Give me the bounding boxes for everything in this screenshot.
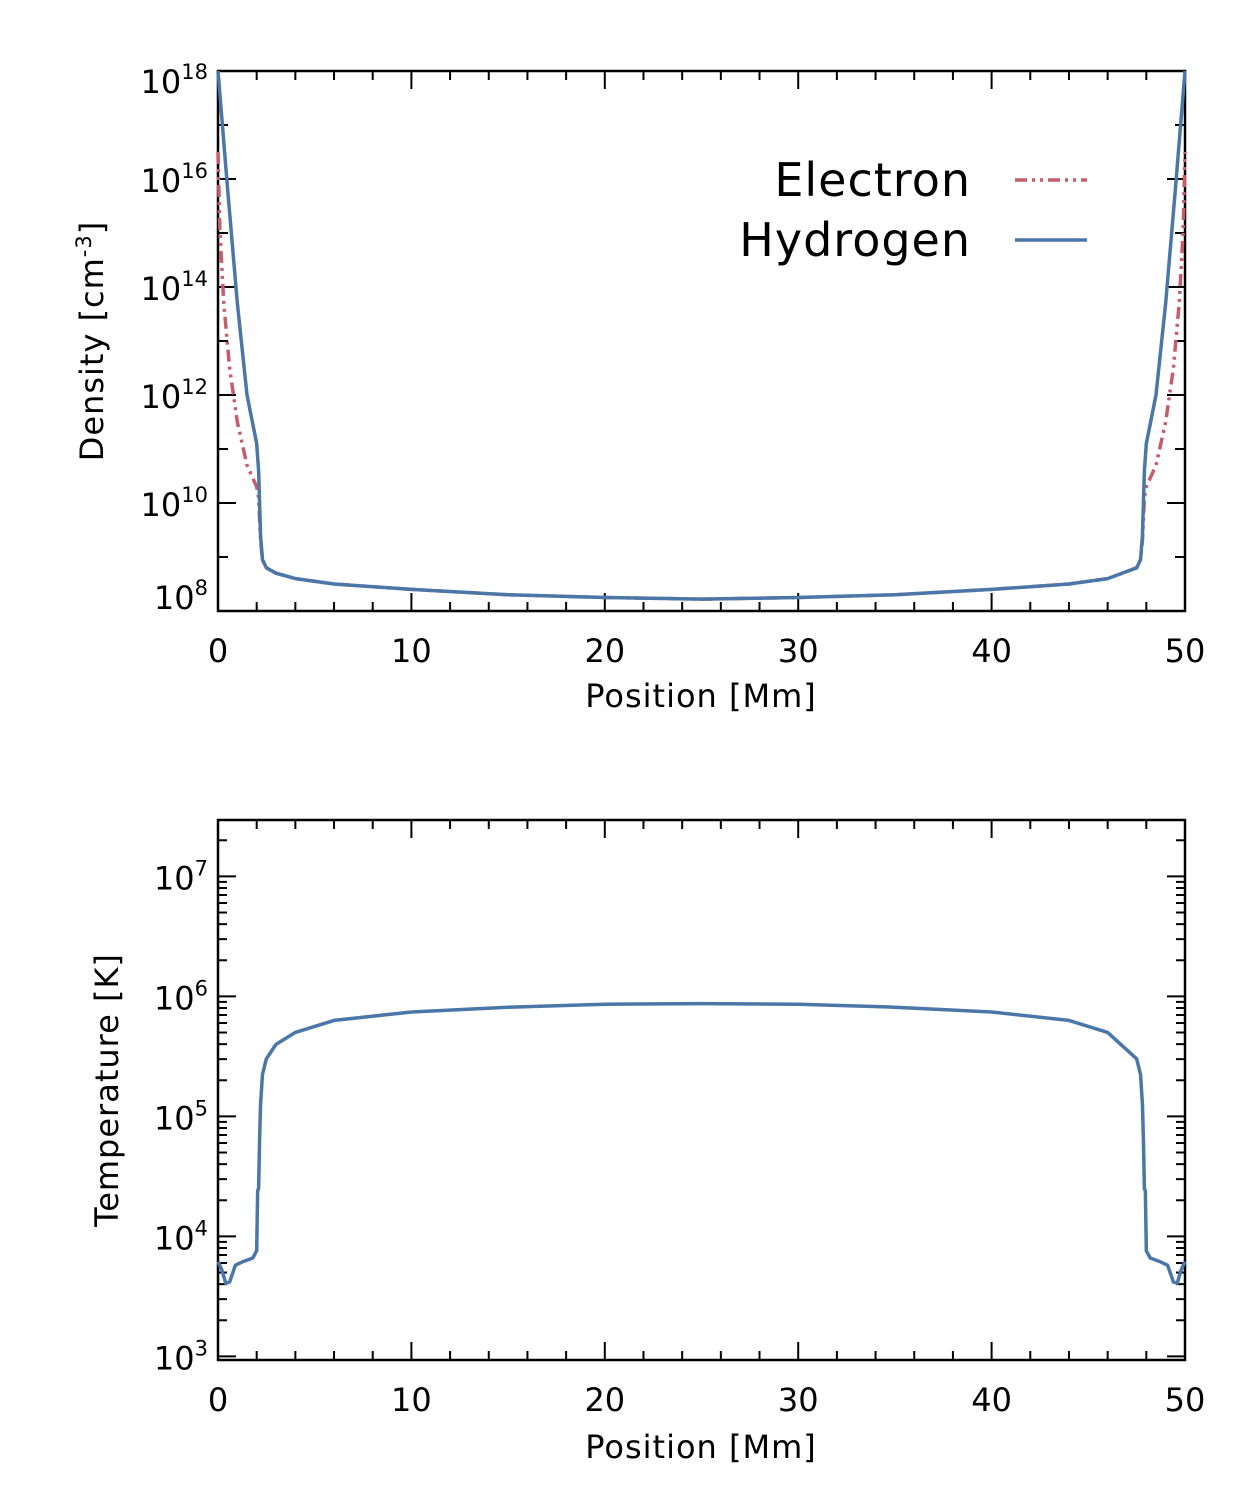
y-tick-label: 1012 <box>141 375 208 416</box>
series-line-electron <box>216 151 1187 601</box>
x-tick-label: 40 <box>971 1381 1012 1419</box>
temperature-series <box>216 1001 1187 1285</box>
density-x-tick-labels: 0 10 20 30 40 50 <box>208 632 1206 670</box>
y-tick-label: 108 <box>154 576 208 617</box>
y-tick-label: 107 <box>154 856 208 897</box>
y-tick-label: 105 <box>154 1096 208 1137</box>
y-tick-label: 1018 <box>141 60 208 101</box>
density-y-tick-labels: 108 1010 1012 1014 1016 1018 <box>141 60 208 617</box>
temperature-panel: 0 10 20 30 40 50 103 104 105 106 107 Position [Mm… <box>88 818 1206 1466</box>
legend-label-electron: Electron <box>774 153 971 207</box>
x-tick-label: 10 <box>391 1381 432 1419</box>
x-tick-label: 50 <box>1165 1381 1206 1419</box>
series-line-temperature <box>216 1001 1187 1285</box>
x-tick-label: 30 <box>778 632 819 670</box>
density-y-axis-title-text: Density [cm <box>73 257 111 461</box>
x-tick-label: 10 <box>391 632 432 670</box>
density-y-axis-title: Density [cm-3] <box>72 221 111 462</box>
legend-label-hydrogen: Hydrogen <box>739 213 971 267</box>
density-panel: 0 10 20 30 40 50 108 1010 1012 1014 1016 1018 Posi… <box>72 60 1205 715</box>
temperature-ticks <box>217 820 1186 1360</box>
x-tick-label: 40 <box>971 632 1012 670</box>
y-tick-label: 1010 <box>141 483 208 524</box>
temperature-x-tick-labels: 0 10 20 30 40 50 <box>208 1381 1206 1419</box>
density-y-axis-title-close: ] <box>73 221 111 234</box>
series-line-hydrogen <box>216 70 1187 601</box>
temperature-y-axis-title: Temperature [K] <box>88 953 126 1228</box>
density-ticks <box>217 70 1186 612</box>
x-tick-label: 50 <box>1165 632 1206 670</box>
x-tick-label: 20 <box>584 632 625 670</box>
y-tick-label: 104 <box>154 1216 208 1257</box>
x-tick-label: 20 <box>584 1381 625 1419</box>
density-series <box>216 70 1187 601</box>
x-tick-label: 30 <box>778 1381 819 1419</box>
x-tick-label: 0 <box>208 1381 228 1419</box>
temperature-x-axis-title: Position [Mm] <box>585 1428 817 1466</box>
y-tick-label: 103 <box>154 1336 208 1377</box>
density-x-axis-title: Position [Mm] <box>585 677 817 715</box>
temperature-axes-frame <box>216 818 1187 1362</box>
y-tick-label: 1014 <box>141 267 208 308</box>
y-tick-label: 106 <box>154 976 208 1017</box>
density-axes-frame <box>216 69 1187 613</box>
density-y-axis-title-sup: -3 <box>72 234 96 257</box>
y-tick-label: 1016 <box>141 159 208 200</box>
legend: Electron Hydrogen <box>739 153 1087 267</box>
temperature-y-tick-labels: 103 104 105 106 107 <box>154 856 208 1377</box>
x-tick-label: 0 <box>208 632 228 670</box>
